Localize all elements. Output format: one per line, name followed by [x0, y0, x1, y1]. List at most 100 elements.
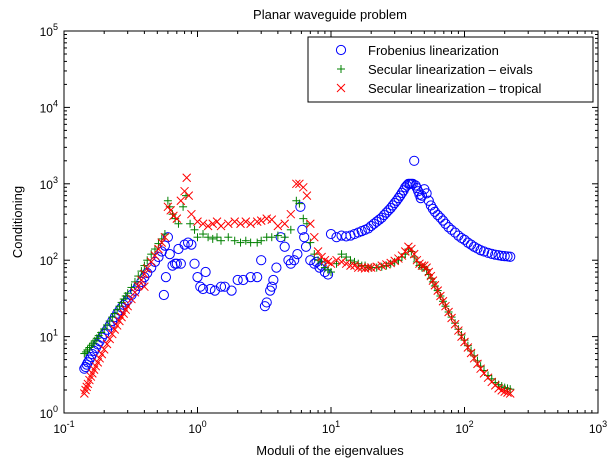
data-point — [421, 188, 432, 199]
data-point — [447, 313, 456, 323]
data-point — [115, 316, 124, 326]
data-point — [391, 195, 402, 206]
data-point — [433, 286, 443, 295]
data-point — [400, 247, 410, 256]
data-point — [213, 233, 222, 242]
data-point — [241, 236, 250, 245]
data-point — [409, 249, 419, 259]
data-point — [357, 263, 367, 272]
data-point — [230, 236, 239, 245]
data-point — [451, 319, 460, 328]
data-point — [397, 251, 407, 260]
data-point — [423, 195, 434, 206]
data-point — [341, 259, 351, 269]
data-point — [157, 238, 167, 247]
data-point — [416, 190, 428, 201]
data-point — [245, 272, 256, 283]
data-point — [302, 191, 312, 200]
data-point — [409, 155, 420, 166]
data-point — [466, 348, 476, 358]
data-point — [123, 301, 133, 311]
data-point — [476, 364, 485, 374]
data-point — [142, 264, 152, 273]
data-point — [157, 234, 166, 243]
data-point — [97, 349, 107, 359]
data-point — [482, 247, 494, 258]
data-point — [175, 258, 186, 269]
data-point — [184, 191, 194, 200]
data-point — [81, 347, 90, 356]
data-point — [432, 209, 443, 221]
data-point — [273, 221, 283, 231]
data-point — [192, 272, 203, 283]
data-point — [266, 281, 277, 292]
data-point — [81, 385, 90, 395]
data-point — [186, 239, 197, 250]
data-point — [200, 266, 211, 278]
data-point — [163, 196, 172, 205]
data-point — [289, 255, 300, 266]
data-point — [204, 233, 213, 242]
data-point — [261, 297, 272, 308]
data-point — [337, 250, 346, 259]
data-point — [454, 325, 463, 334]
data-point — [182, 237, 194, 248]
data-point — [428, 276, 438, 285]
data-point — [346, 256, 355, 265]
data-point — [469, 353, 479, 363]
series-circle — [79, 155, 516, 374]
data-point — [203, 221, 213, 231]
legend-marker — [336, 83, 346, 93]
data-point — [283, 255, 294, 266]
data-point — [309, 232, 319, 242]
data-point — [127, 283, 136, 292]
data-point — [457, 332, 466, 341]
data-point — [440, 218, 451, 229]
data-point — [166, 205, 176, 215]
data-point — [82, 382, 92, 392]
data-point — [325, 228, 337, 240]
data-point — [198, 219, 208, 229]
data-point — [305, 219, 315, 229]
data-point — [140, 269, 149, 279]
data-point — [87, 341, 96, 350]
data-point — [286, 225, 295, 234]
legend-marker — [335, 44, 347, 56]
data-point — [393, 192, 404, 204]
data-point — [505, 251, 516, 262]
legend: Frobenius linearization Secular lineariza… — [307, 36, 594, 103]
y-tick-label: 102 — [40, 251, 58, 268]
data-point — [130, 277, 139, 286]
data-point — [386, 259, 395, 268]
y-tick-label: 105 — [40, 22, 58, 39]
data-point — [295, 199, 304, 208]
data-point — [171, 258, 182, 269]
data-point — [427, 203, 439, 214]
data-point — [382, 261, 391, 270]
data-point — [305, 255, 316, 266]
y-tick-label: 101 — [40, 328, 58, 345]
data-point — [209, 285, 220, 296]
plot-area — [79, 155, 516, 398]
data-point — [441, 301, 450, 311]
data-point — [486, 248, 497, 259]
data-point — [446, 224, 457, 235]
legend-marker — [337, 65, 345, 73]
data-point — [162, 232, 173, 243]
data-point — [372, 262, 382, 272]
data-point — [300, 241, 312, 252]
y-tick-label: 100 — [40, 404, 58, 421]
data-point — [459, 234, 470, 245]
data-point — [426, 271, 436, 281]
data-point — [232, 274, 243, 286]
data-point — [437, 215, 449, 226]
data-point — [337, 257, 346, 267]
data-point — [197, 283, 209, 295]
data-point — [454, 326, 463, 335]
legend-label: Secular linearization – tropical — [368, 81, 542, 96]
data-point — [496, 250, 507, 261]
data-point — [279, 241, 290, 252]
data-point — [299, 232, 310, 243]
data-point — [331, 232, 342, 243]
data-point — [297, 224, 308, 235]
